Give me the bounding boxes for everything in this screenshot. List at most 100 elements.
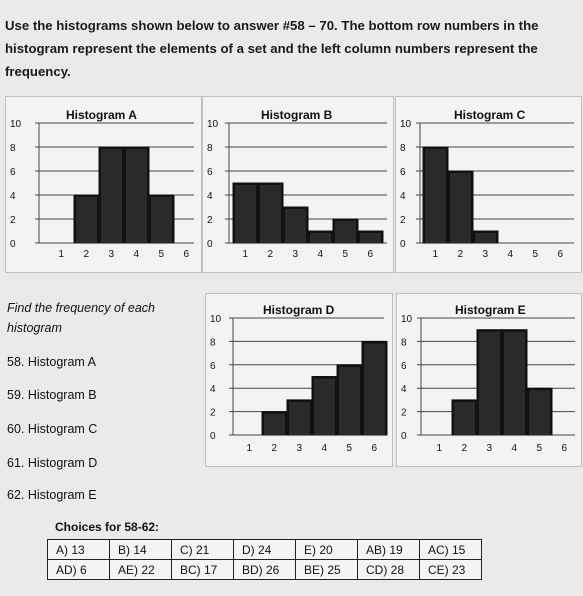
question-59: 59. Histogram B [7,388,97,402]
histogram-a-y-tick-label: 10 [10,119,22,130]
histogram-d-y-tick-label: 6 [210,361,216,372]
histogram-d-x-tick-label: 3 [297,443,303,454]
histogram-b-x-tick-label: 3 [293,249,299,260]
histogram-e-panel: Histogram E 0 2 4 6 8 10 1 2 3 4 5 6 [396,293,582,467]
histogram-d-title: Histogram D [263,303,335,317]
choice-cell: BC) 17 [171,559,234,580]
histogram-a-title: Histogram A [66,108,137,122]
histogram-d-y-tick-label: 10 [210,314,222,325]
choices-row: AD) 6 AE) 22 BC) 17 BD) 26 BE) 25 CD) 28… [47,559,482,580]
histogram-b-x-tick-label: 2 [268,249,274,260]
histogram-e-x-tick-label: 2 [462,443,468,454]
choice-cell: D) 24 [233,539,296,560]
histogram-c-y-tick-label: 8 [400,143,406,154]
histogram-b-panel: Histogram B 0 2 4 6 8 10 1 2 3 4 5 6 [202,96,394,273]
choice-cell: B) 14 [109,539,172,560]
histogram-d-bar-fill [289,401,310,435]
histogram-a-x-tick-label: 5 [159,249,165,260]
question-60: 60. Histogram C [7,422,98,436]
histogram-a-bar-fill [126,149,147,243]
histogram-c-x-tick-label: 3 [483,249,489,260]
histogram-a-y-tick-label: 2 [10,215,16,226]
histogram-b-title: Histogram B [261,108,333,122]
histogram-a-y-tick-label: 0 [10,239,16,250]
histogram-d-y-tick-label: 8 [210,337,216,348]
choices-table: A) 13 B) 14 C) 21 D) 24 E) 20 AB) 19 AC)… [47,539,482,580]
histogram-d-x-tick-label: 1 [247,443,253,454]
choice-cell: C) 21 [171,539,234,560]
histogram-e-y-tick-label: 6 [401,361,407,372]
histogram-e-y-tick-label: 10 [401,314,413,325]
histogram-d-x-tick-label: 5 [347,443,353,454]
histogram-b-bar-fill [235,185,256,243]
histogram-c-bar-fill [450,173,471,243]
histogram-a-y-tick-label: 8 [10,143,16,154]
choices-title: Choices for 58-62: [55,520,160,534]
histogram-c-x-tick-label: 5 [533,249,539,260]
histogram-b-bar-fill [360,233,381,243]
histogram-e-y-tick-label: 8 [401,337,407,348]
histogram-e-y-tick-label: 2 [401,408,407,419]
histogram-e-x-tick-label: 1 [437,443,443,454]
histogram-d-panel: Histogram D 0 2 4 6 8 10 1 2 3 4 5 6 [205,293,393,467]
histogram-c-x-tick-label: 2 [458,249,464,260]
histogram-d-y-tick-label: 2 [210,408,216,419]
histogram-e-x-tick-label: 5 [537,443,543,454]
histogram-a-bar-fill [101,149,122,243]
histogram-b-y-tick-label: 0 [207,239,213,250]
histogram-d-x-tick-label: 4 [322,443,328,454]
histogram-c-bar-fill [425,149,446,243]
questions-heading: Find the frequency of each histogram [7,301,156,335]
histogram-b-x-tick-label: 4 [318,249,324,260]
histogram-b-y-tick-label: 8 [207,143,213,154]
histogram-e-x-tick-label: 4 [512,443,518,454]
choices-row: A) 13 B) 14 C) 21 D) 24 E) 20 AB) 19 AC)… [47,539,482,560]
choice-cell: CD) 28 [357,559,420,580]
histogram-d-bar-fill [264,413,285,435]
question-62: 62. Histogram E [7,488,97,502]
choice-cell: CE) 23 [419,559,482,580]
histogram-e-y-tick-label: 4 [401,384,407,395]
choice-cell: E) 20 [295,539,358,560]
choice-cell: AB) 19 [357,539,420,560]
histogram-e-bar-fill [479,331,500,435]
histogram-b-y-tick-label: 6 [207,167,213,178]
histogram-a-x-tick-label: 1 [59,249,65,260]
histogram-c-y-tick-label: 4 [400,191,406,202]
histogram-d-y-tick-label: 0 [210,431,216,442]
histogram-c-bar-fill [475,233,496,243]
choice-cell: BE) 25 [295,559,358,580]
histogram-d-bar-fill [314,378,335,435]
histogram-a-panel: Histogram A 0 2 4 6 8 10 1 2 3 4 5 6 [5,96,202,273]
histogram-e-bar-fill [529,390,550,435]
choice-cell: A) 13 [47,539,110,560]
histogram-e-bar-fill [454,401,475,435]
histogram-b-bar-fill [285,209,306,243]
histogram-b-x-tick-label: 5 [343,249,349,260]
histogram-b-y-tick-label: 10 [207,119,219,130]
histogram-d-bar-fill [339,366,360,435]
histogram-a-x-tick-label: 3 [109,249,115,260]
histogram-b-bar-fill [335,221,356,243]
histogram-c-y-tick-label: 2 [400,215,406,226]
histogram-a-y-tick-label: 4 [10,191,16,202]
histogram-e-y-tick-label: 0 [401,431,407,442]
questions-section: Find the frequency of each histogram 58.… [7,298,182,502]
histogram-c-panel: Histogram C 0 2 4 6 8 10 1 2 3 4 5 6 [395,96,582,273]
choice-cell: AD) 6 [47,559,110,580]
histogram-a-y-tick-label: 6 [10,167,16,178]
histogram-c-x-tick-label: 4 [508,249,514,260]
histogram-d-y-tick-label: 4 [210,384,216,395]
histogram-c-title: Histogram C [454,108,526,122]
histogram-d-bar-fill [364,343,385,435]
histogram-b-x-tick-label: 1 [243,249,249,260]
histogram-d-x-tick-label: 2 [272,443,278,454]
choice-cell: AE) 22 [109,559,172,580]
histogram-e-x-tick-label: 6 [562,443,568,454]
histogram-c-x-tick-label: 6 [558,249,564,260]
histogram-a-bar-fill [76,197,97,243]
